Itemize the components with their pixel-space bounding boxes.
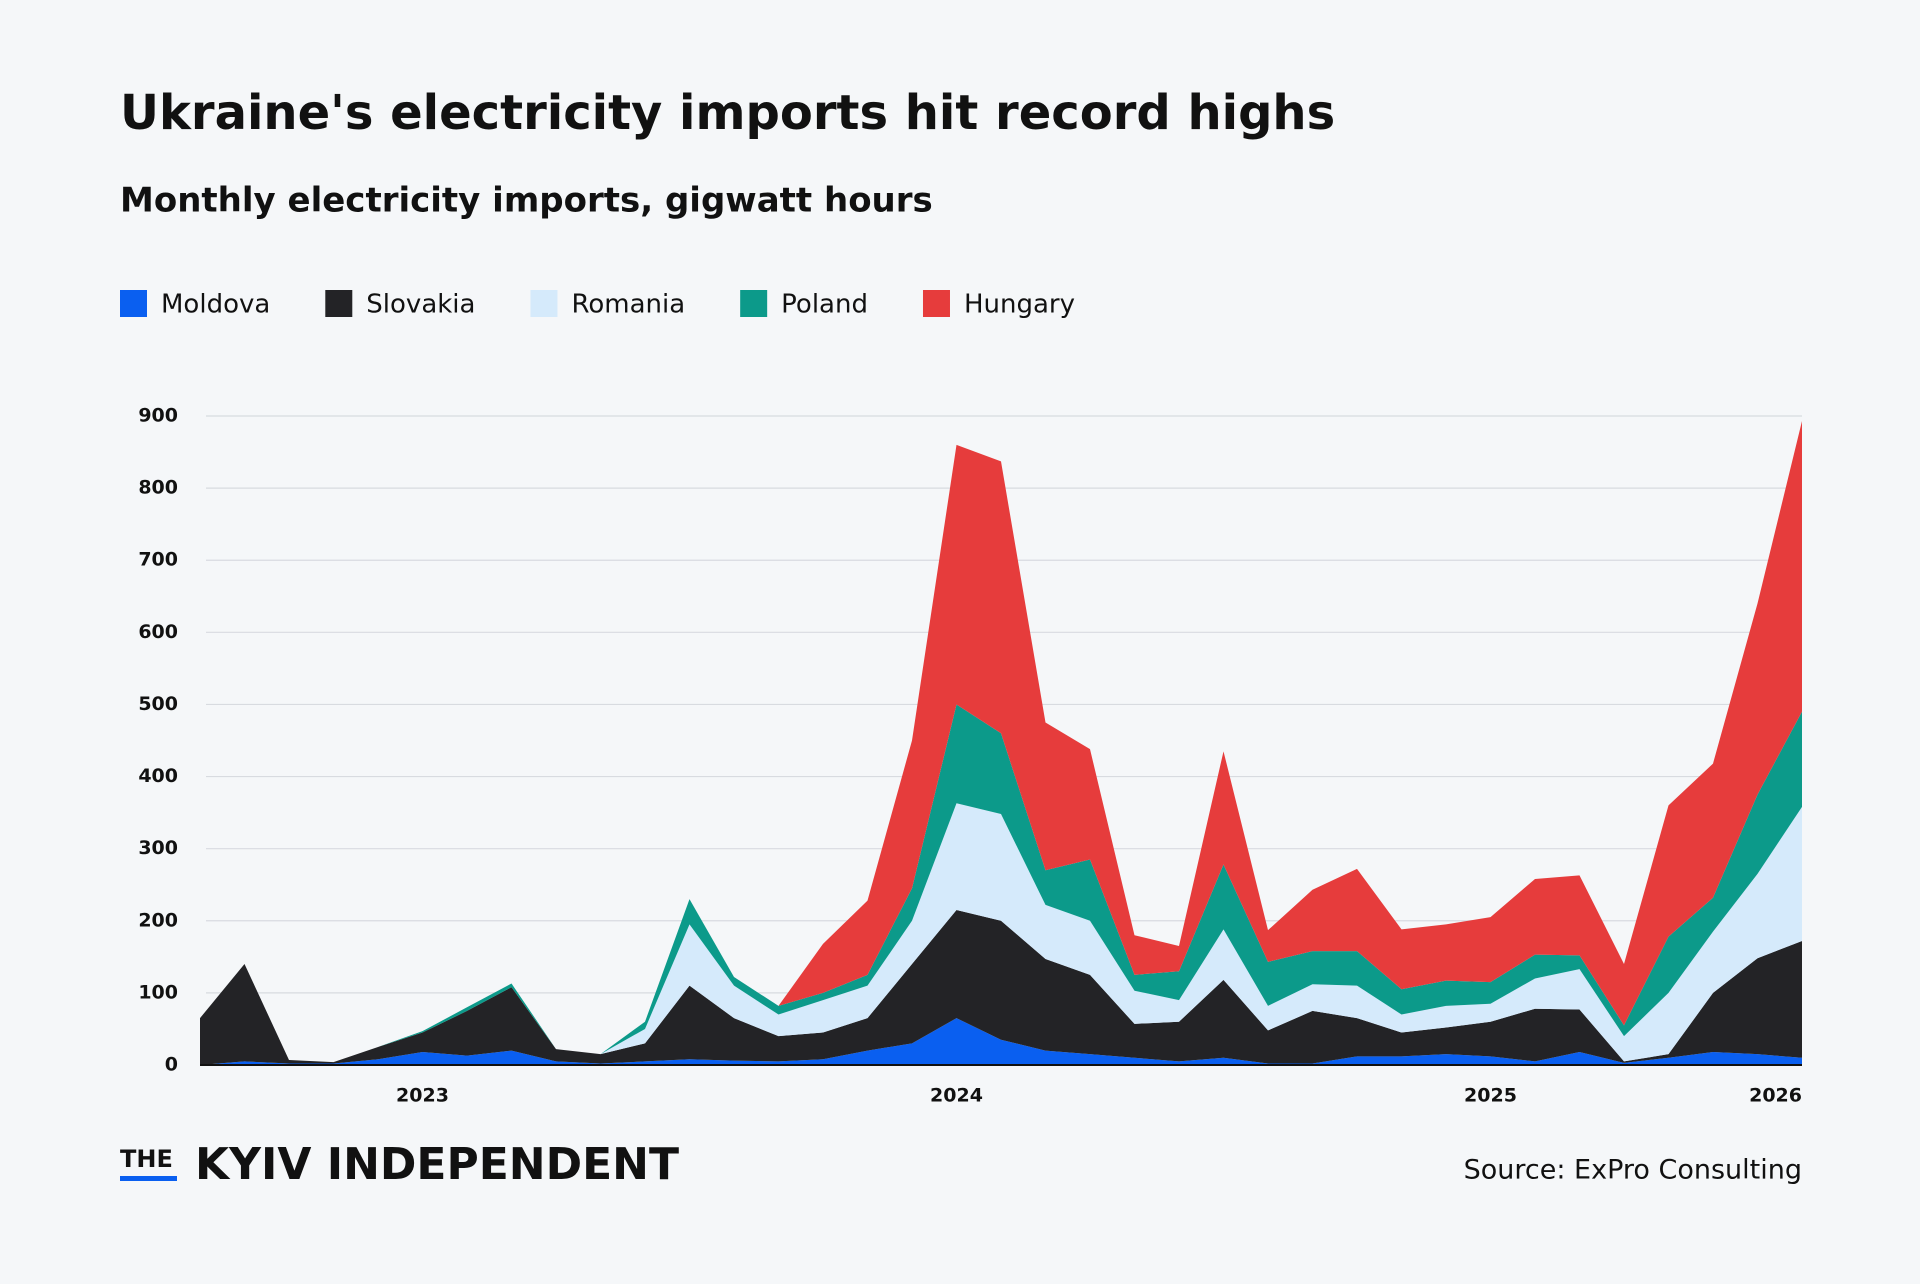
legend-label: Romania bbox=[571, 290, 685, 320]
x-tick-label: 2026 bbox=[1749, 1085, 1802, 1107]
legend-swatch bbox=[740, 290, 768, 317]
y-tick-label: 300 bbox=[138, 837, 178, 859]
area bbox=[200, 1018, 1802, 1065]
y-tick-label: 200 bbox=[138, 909, 178, 931]
legend-swatch bbox=[120, 290, 147, 317]
legend-swatch bbox=[530, 290, 558, 317]
x-tick-label: 2024 bbox=[930, 1085, 983, 1107]
chart-title: Ukraine's electricity imports hit record… bbox=[120, 85, 1335, 141]
legend-label: Poland bbox=[781, 290, 868, 320]
area bbox=[200, 909, 1802, 1065]
y-tick-label: 900 bbox=[138, 405, 178, 427]
areas bbox=[200, 421, 1802, 1065]
legend-label: Hungary bbox=[964, 290, 1075, 320]
area bbox=[200, 803, 1802, 1063]
y-tick-label: 600 bbox=[138, 621, 178, 643]
logo-name: KYIV INDEPENDENT bbox=[195, 1139, 679, 1190]
y-tick-label: 800 bbox=[138, 477, 178, 499]
logo-prefix: THE bbox=[120, 1145, 173, 1173]
legend-swatch bbox=[922, 290, 950, 317]
x-tick-label: 2023 bbox=[396, 1085, 449, 1107]
legend-label: Slovakia bbox=[366, 290, 475, 320]
x-axis: 2023 2024 2025 2026 bbox=[396, 1085, 1802, 1107]
logo-underline bbox=[120, 1176, 177, 1181]
legend: Moldova Slovakia Romania Poland Hungary bbox=[120, 290, 1075, 320]
x-tick-label: 2025 bbox=[1464, 1085, 1517, 1107]
legend-swatch bbox=[325, 290, 353, 317]
y-tick-label: 700 bbox=[138, 549, 178, 571]
y-tick-label: 100 bbox=[138, 981, 178, 1003]
y-tick-label: 0 bbox=[165, 1054, 178, 1076]
y-tick-label: 400 bbox=[138, 765, 178, 787]
y-tick-label: 500 bbox=[138, 693, 178, 715]
area bbox=[200, 704, 1802, 1063]
area bbox=[200, 421, 1802, 1063]
legend-label: Moldova bbox=[161, 290, 270, 320]
source: Source: ExPro Consulting bbox=[1464, 1155, 1802, 1186]
chart-subtitle: Monthly electricity imports, gigwatt hou… bbox=[120, 181, 933, 221]
